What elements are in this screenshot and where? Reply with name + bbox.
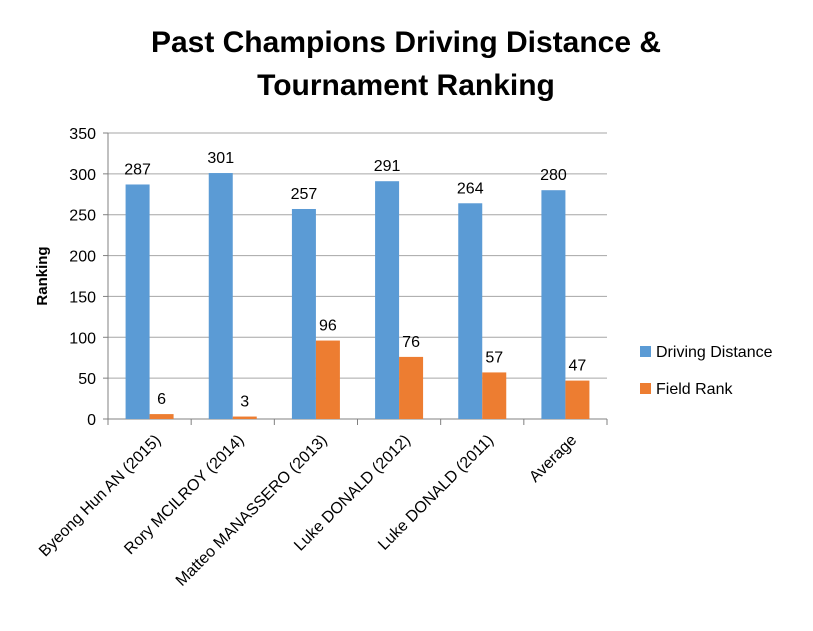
y-tick-label-100: 100 xyxy=(69,330,96,347)
bar-field-rank-2 xyxy=(315,340,340,419)
y-tick-label-150: 150 xyxy=(69,289,96,306)
bar-driving-distance-0 xyxy=(125,184,150,419)
gridlines xyxy=(103,132,607,420)
data-label-field-rank-5: 47 xyxy=(569,358,587,375)
bar-field-rank-4 xyxy=(482,372,507,419)
chart-title: Past Champions Driving Distance & Tourna… xyxy=(151,26,661,102)
data-label-driving-distance-5: 280 xyxy=(540,167,567,184)
bar-driving-distance-5 xyxy=(541,190,566,419)
bar-field-rank-3 xyxy=(399,356,424,419)
legend-label-driving-distance: Driving Distance xyxy=(656,344,773,361)
legend-swatch-driving-distance xyxy=(640,346,651,357)
data-label-driving-distance-2: 257 xyxy=(291,186,318,203)
legend-swatch-field-rank xyxy=(640,383,651,394)
data-labels: 287 301 257 291 264 280 6 3 96 76 57 47 xyxy=(124,150,586,411)
legend: Driving Distance Field Rank xyxy=(640,344,773,398)
bars xyxy=(125,173,590,419)
y-tick-label-300: 300 xyxy=(69,167,96,184)
category-labels: Byeong Hun AN (2015)Rory MCILROY (2014)M… xyxy=(36,432,580,590)
y-axis-label: Ranking xyxy=(34,246,51,305)
category-label-5: Average xyxy=(526,432,580,486)
bar-field-rank-1 xyxy=(232,416,257,419)
chart-title-line-2: Tournament Ranking xyxy=(257,69,555,102)
bar-field-rank-5 xyxy=(565,380,590,419)
axes xyxy=(107,133,608,425)
data-label-field-rank-3: 76 xyxy=(402,334,420,351)
bar-field-rank-0 xyxy=(149,414,174,419)
data-label-driving-distance-1: 301 xyxy=(207,150,234,167)
bar-driving-distance-3 xyxy=(375,181,400,419)
y-tick-label-200: 200 xyxy=(69,249,96,266)
data-label-field-rank-2: 96 xyxy=(319,318,337,335)
y-tick-label-350: 350 xyxy=(69,126,96,143)
bar-driving-distance-1 xyxy=(208,173,233,419)
y-tick-label-250: 250 xyxy=(69,208,96,225)
category-label-2: Matteo MANASSERO (2013) xyxy=(173,432,331,590)
data-label-driving-distance-4: 264 xyxy=(457,180,484,197)
y-tick-labels: 0 50 100 150 200 250 300 350 xyxy=(69,126,96,429)
bar-driving-distance-2 xyxy=(291,208,316,419)
data-label-driving-distance-3: 291 xyxy=(374,158,401,175)
data-label-field-rank-4: 57 xyxy=(485,349,503,366)
legend-label-field-rank: Field Rank xyxy=(656,381,733,398)
data-label-field-rank-0: 6 xyxy=(157,391,166,408)
data-label-field-rank-1: 3 xyxy=(240,394,249,411)
data-label-driving-distance-0: 287 xyxy=(124,161,151,178)
bar-driving-distance-4 xyxy=(458,203,483,419)
y-tick-label-50: 50 xyxy=(78,371,96,388)
y-tick-label-0: 0 xyxy=(87,412,96,429)
chart-title-line-1: Past Champions Driving Distance & xyxy=(151,26,661,59)
